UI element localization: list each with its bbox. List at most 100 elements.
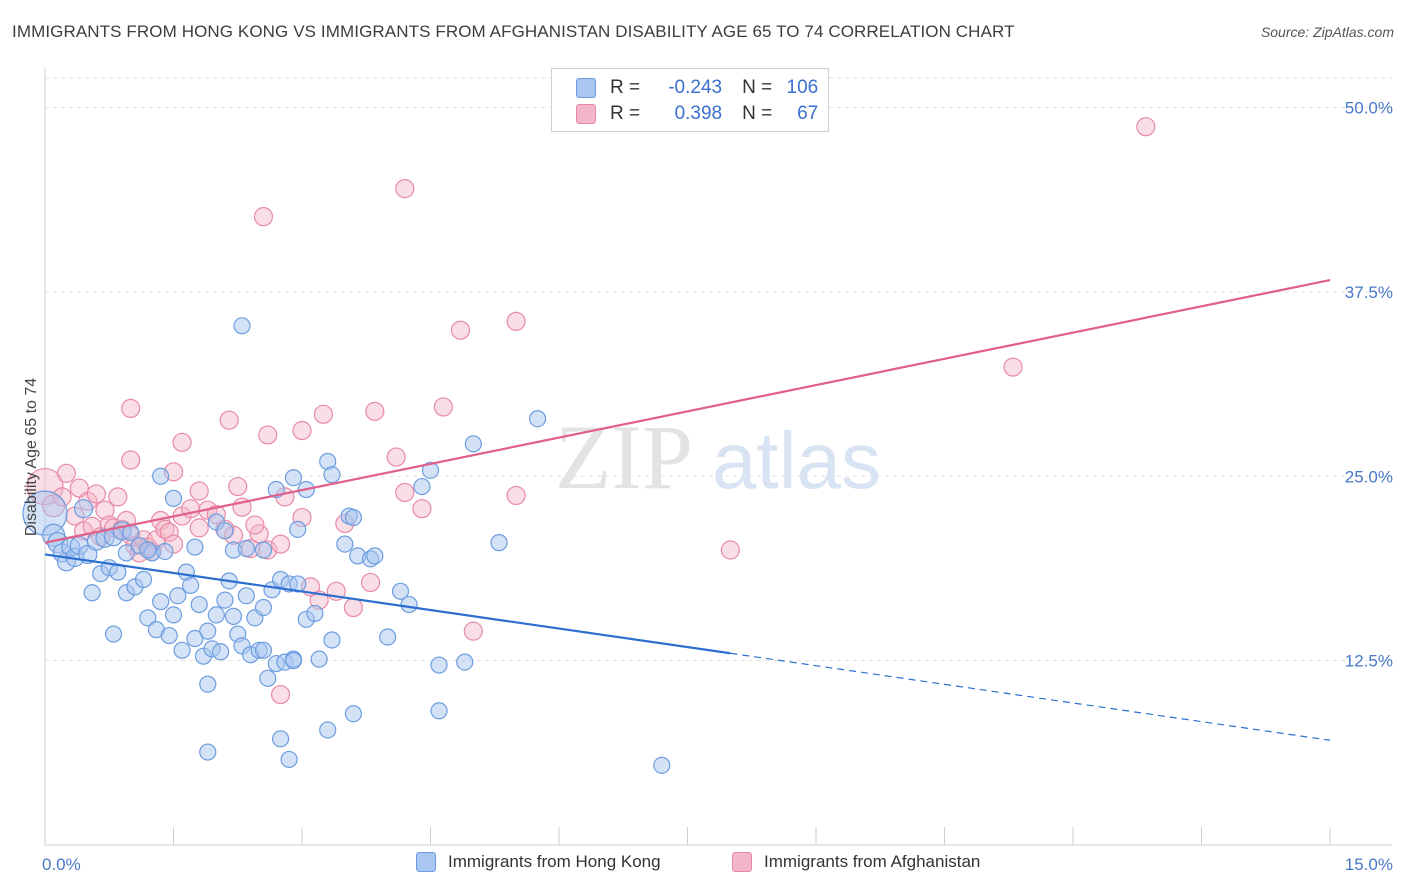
hong-kong-point xyxy=(237,587,255,605)
afghanistan-point xyxy=(108,487,128,507)
afghanistan-point xyxy=(56,463,77,483)
hong-kong-point xyxy=(284,652,303,670)
hong-kong-point xyxy=(160,626,178,645)
hong-kong-point xyxy=(117,544,135,562)
n-value: 67 xyxy=(797,103,819,124)
hong-kong-point xyxy=(164,489,183,507)
afghanistan-point xyxy=(450,320,471,340)
afghanistan-point xyxy=(189,518,209,538)
afghanistan-point xyxy=(1136,117,1156,137)
legend-row-hong-kong: R = -0.243 N = 106 xyxy=(576,75,818,101)
watermark-atlas: atlas xyxy=(712,416,881,505)
hong-kong-point xyxy=(139,541,157,559)
afghanistan-point xyxy=(395,179,415,199)
watermark: ZIP atlas xyxy=(555,406,881,508)
legend-label-hong-kong: Immigrants from Hong Kong xyxy=(448,852,661,871)
hong-kong-point xyxy=(280,750,298,769)
n-label: N = xyxy=(742,103,773,124)
hong-kong-point xyxy=(528,410,547,428)
afghanistan-point xyxy=(245,515,265,535)
hong-kong-point xyxy=(336,535,354,553)
hong-kong-point xyxy=(430,656,448,674)
source-credit: Source: ZipAtlas.com xyxy=(1260,24,1394,40)
n-value: 106 xyxy=(786,77,819,98)
hong-kong-point xyxy=(104,625,123,643)
afghanistan-point xyxy=(292,420,312,441)
hong-kong-point xyxy=(366,547,384,565)
hong-kong-point xyxy=(164,606,183,624)
afghanistan-point xyxy=(506,311,526,331)
tick-labels: 12.5% 25.0% 37.5% 50.0% 0.0% 15.0% xyxy=(42,99,1393,875)
afghanistan-point xyxy=(1003,357,1023,377)
afghanistan-swatch xyxy=(732,852,752,872)
hong-kong-swatch xyxy=(576,78,596,98)
chart-title: IMMIGRANTS FROM HONG KONG VS IMMIGRANTS … xyxy=(12,22,1015,41)
hong-kong-point xyxy=(421,461,440,479)
afghanistan-point xyxy=(433,397,453,417)
hong-kong-point xyxy=(259,669,277,687)
hong-kong-point xyxy=(323,466,341,484)
afghanistan-point xyxy=(189,481,209,501)
afghanistan-point xyxy=(463,621,483,641)
afghanistan-point xyxy=(313,404,334,424)
hong-kong-point xyxy=(233,317,251,335)
hong-kong-point xyxy=(237,539,255,558)
hong-kong-point xyxy=(216,591,234,609)
hong-kong-point xyxy=(156,542,174,561)
hong-kong-point xyxy=(199,675,217,693)
hong-kong-point xyxy=(391,582,410,600)
hong-kong-point xyxy=(139,609,157,627)
y-tick-label: 25.0% xyxy=(1345,467,1393,486)
hong-kong-point xyxy=(284,469,303,487)
afghanistan-point xyxy=(121,450,141,470)
afghanistan-point xyxy=(258,425,278,445)
hong-kong-point xyxy=(310,650,328,668)
r-value: -0.243 xyxy=(668,77,723,98)
hong-kong-point xyxy=(430,702,448,720)
afghanistan-point xyxy=(172,432,192,452)
hong-kong-point xyxy=(134,570,153,589)
hong-kong-point xyxy=(173,641,191,659)
afghanistan-point xyxy=(720,540,740,560)
afghanistan-point xyxy=(270,534,291,554)
hong-kong-point xyxy=(207,606,225,624)
hong-kong-point xyxy=(323,631,341,649)
hong-kong-point xyxy=(216,522,234,540)
hong-kong-point xyxy=(224,607,243,625)
afghanistan-point xyxy=(395,482,415,503)
hong-kong-point xyxy=(319,721,337,739)
hong-kong-point xyxy=(199,743,217,761)
afghanistan-point xyxy=(159,522,179,542)
afghanistan-point xyxy=(365,401,385,421)
axes xyxy=(44,68,1392,846)
x-tick-label: 15.0% xyxy=(1345,855,1393,874)
afghanistan-point xyxy=(95,500,115,520)
hong-kong-point xyxy=(186,629,204,648)
r-label: R = xyxy=(610,103,641,124)
afghanistan-point xyxy=(343,597,363,618)
afghanistan-point xyxy=(270,684,291,705)
legend-label-afghanistan: Immigrants from Afghanistan xyxy=(764,852,981,871)
hong-kong-point xyxy=(306,604,324,623)
hong-kong-point xyxy=(344,705,362,723)
hong-kong-point xyxy=(344,508,362,527)
hong-kong-point xyxy=(464,435,482,453)
afghanistan-swatch xyxy=(576,104,596,124)
afghanistan-point xyxy=(121,398,141,418)
gridlines xyxy=(45,77,1392,662)
hong-kong-point xyxy=(254,541,273,559)
hong-kong-point xyxy=(254,598,273,617)
afghanistan-point xyxy=(412,499,432,519)
afghanistan-point xyxy=(506,485,526,506)
afghanistan-point xyxy=(253,207,274,227)
hong-kong-point xyxy=(199,622,217,640)
afghanistan-point xyxy=(86,484,107,504)
hong-kong-point xyxy=(186,538,204,556)
hong-kong-point xyxy=(456,653,474,671)
hong-kong-point xyxy=(182,576,200,595)
y-tick-label: 50.0% xyxy=(1345,99,1393,118)
afghanistan-point xyxy=(386,447,406,467)
afghanistan-point xyxy=(360,572,381,593)
legend-item-hong-kong: Immigrants from Hong Kong xyxy=(416,852,661,872)
